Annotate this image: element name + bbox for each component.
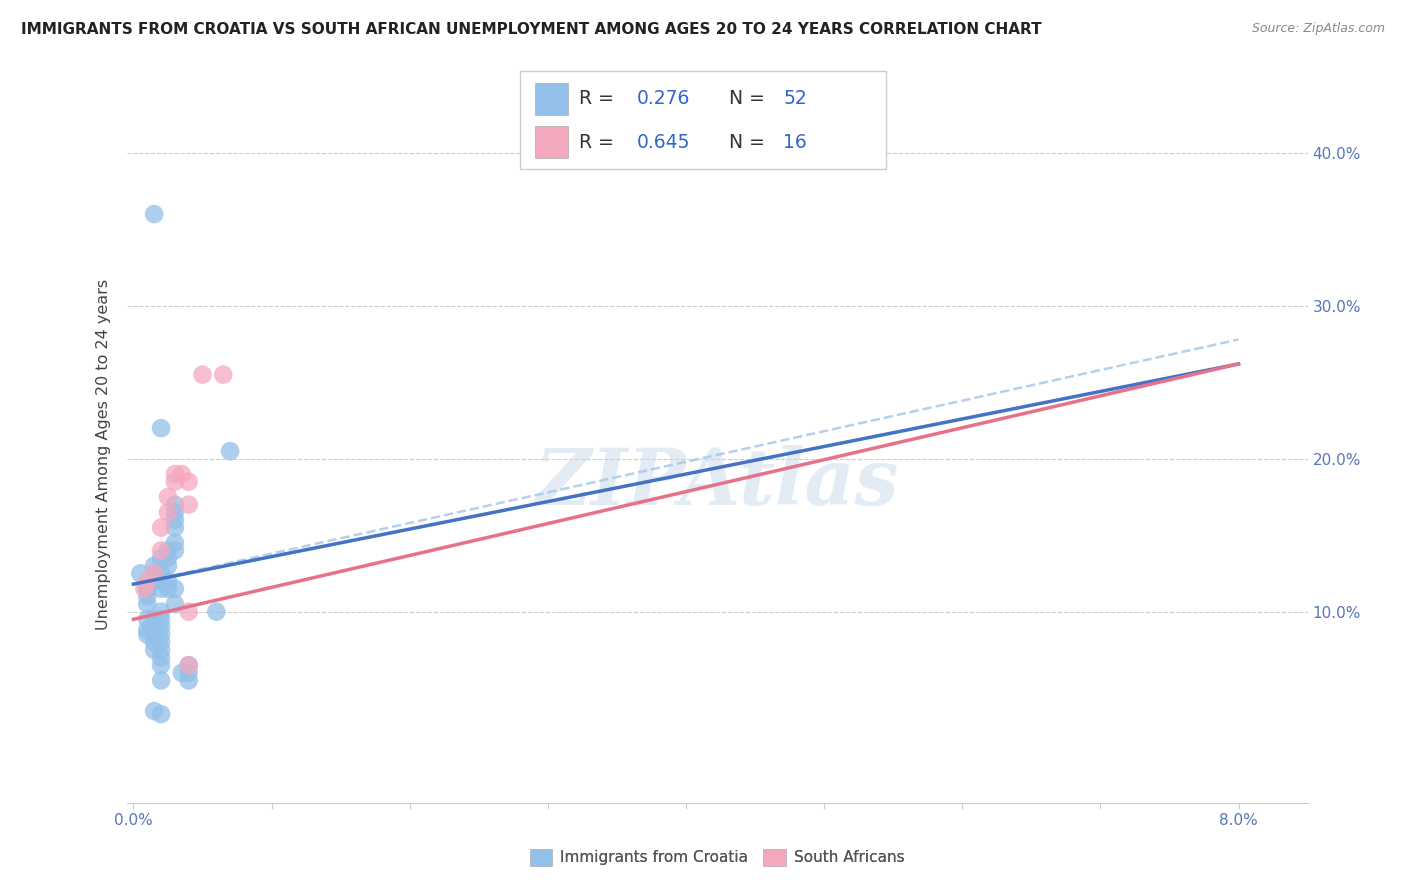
Point [136,623,159,637]
Point [170,665,193,680]
Point [129,566,152,581]
Point [177,475,200,489]
Point [163,513,186,527]
Point [156,543,179,558]
Point [150,582,173,596]
Point [177,658,200,673]
Point [163,467,186,481]
Point [150,673,173,688]
Text: N =: N = [728,89,770,108]
Point [205,605,228,619]
Point [150,520,173,534]
Y-axis label: Unemployment Among Ages 20 to 24 years: Unemployment Among Ages 20 to 24 years [96,279,111,631]
Text: 0.645: 0.645 [637,133,690,152]
Point [136,627,159,641]
Point [143,620,166,634]
Point [143,627,166,641]
Point [150,543,173,558]
Point [150,707,173,722]
Point [150,566,173,581]
Point [136,590,159,604]
Point [150,551,173,566]
Point [136,597,159,611]
Point [143,566,166,581]
Point [163,505,186,519]
Point [177,673,200,688]
Point [136,582,159,596]
Point [143,612,166,626]
Point [136,582,159,596]
Point [177,498,200,512]
Point [150,658,173,673]
Bar [534,127,568,158]
Point [191,368,214,382]
Point [150,612,173,626]
Text: N =: N = [728,133,770,152]
Point [143,558,166,573]
Point [163,475,186,489]
Point [170,467,193,481]
Point [156,551,179,566]
Point [163,597,186,611]
Point [163,536,186,550]
FancyBboxPatch shape [520,71,886,169]
Point [163,582,186,596]
Point [156,505,179,519]
Point [136,612,159,626]
Text: 16: 16 [783,133,807,152]
Text: IMMIGRANTS FROM CROATIA VS SOUTH AFRICAN UNEMPLOYMENT AMONG AGES 20 TO 24 YEARS : IMMIGRANTS FROM CROATIA VS SOUTH AFRICAN… [21,22,1042,37]
Point [156,490,179,504]
Text: R =: R = [579,89,620,108]
Point [156,574,179,588]
Text: ZIPAtlas: ZIPAtlas [534,444,900,521]
Point [177,605,200,619]
Point [163,543,186,558]
Point [156,558,179,573]
Point [143,704,166,718]
Point [156,582,179,596]
Point [143,207,166,221]
Point [212,368,235,382]
Point [136,574,159,588]
Point [150,627,173,641]
Legend: Immigrants from Croatia, South Africans: Immigrants from Croatia, South Africans [523,843,911,871]
Point [177,665,200,680]
Point [143,574,166,588]
Point [150,574,173,588]
Text: R =: R = [579,133,620,152]
Point [219,444,242,458]
Text: 0.276: 0.276 [637,89,690,108]
Point [143,566,166,581]
Point [163,498,186,512]
Point [143,643,166,657]
Text: 52: 52 [783,89,807,108]
Bar [534,83,568,114]
Point [150,620,173,634]
Text: Source: ZipAtlas.com: Source: ZipAtlas.com [1251,22,1385,36]
Point [150,421,173,435]
Point [177,658,200,673]
Point [150,605,173,619]
Point [150,635,173,649]
Point [150,643,173,657]
Point [150,650,173,665]
Point [143,635,166,649]
Point [134,582,156,596]
Point [163,520,186,534]
